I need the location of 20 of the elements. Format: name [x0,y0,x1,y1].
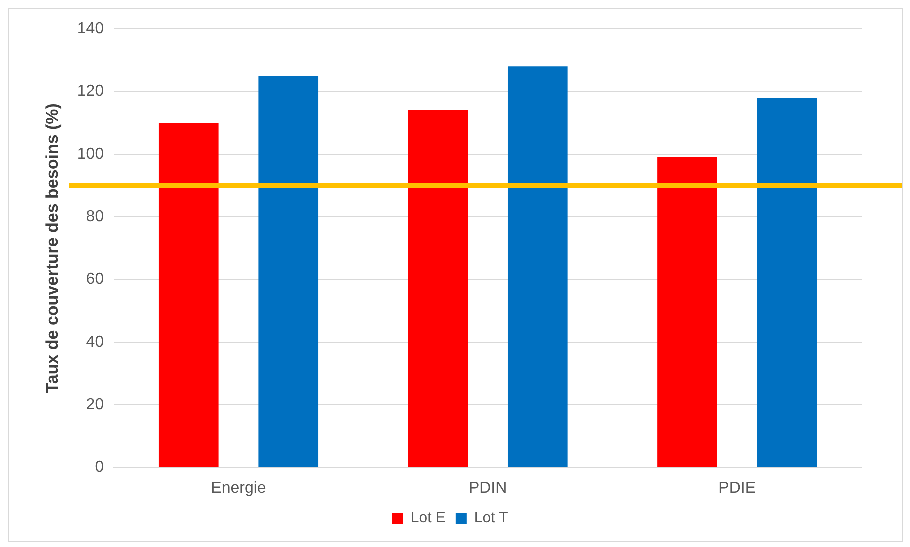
y-axis-title: Taux de couverture des besoins (%) [42,104,62,394]
y-tick-label: 100 [77,146,104,163]
y-tick-label: 40 [86,334,104,351]
bar [757,98,818,468]
y-tick-label: 140 [77,20,104,38]
x-tick-label: PDIE [718,480,756,497]
y-tick-label: 120 [77,83,104,100]
y-tick-label: 0 [95,459,104,476]
legend-label: Lot T [474,510,508,527]
x-tick-label: Energie [211,480,266,497]
bar [408,110,468,468]
x-tick-label: PDIN [468,480,508,497]
bar [158,123,219,468]
y-tick-label: 60 [86,271,104,288]
bar [508,66,568,468]
bar [258,76,319,468]
y-tick-label: 80 [86,208,104,226]
legend-label: Lot E [410,510,446,527]
bar [658,158,718,468]
y-tick-label: 20 [86,396,104,414]
